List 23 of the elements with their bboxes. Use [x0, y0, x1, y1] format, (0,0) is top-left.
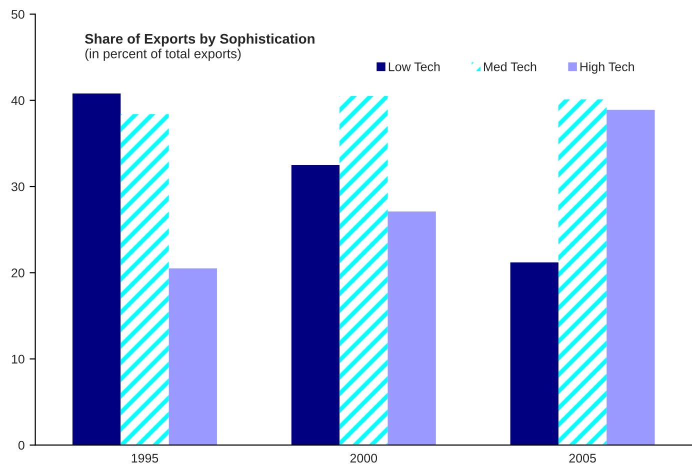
x-tick-label: 1995: [132, 454, 158, 463]
bar: [558, 99, 607, 446]
legend-label: High Tech: [580, 62, 634, 74]
x-tick-label: 2005: [569, 454, 596, 463]
y-tick-label: 0: [18, 440, 24, 450]
legend-label: Low Tech: [388, 62, 440, 72]
y-tick-label: 30: [11, 182, 24, 192]
x-tick-label: 2000: [350, 454, 378, 463]
bar: [510, 262, 558, 446]
bar: [120, 114, 169, 446]
legend-label: Med Tech: [484, 62, 536, 72]
bar: [168, 268, 217, 446]
bar: [606, 110, 655, 446]
y-tick-label: 50: [11, 10, 24, 19]
bar: [291, 164, 340, 446]
text: (in percent of total exports): [85, 48, 241, 61]
bar: [388, 212, 436, 446]
bar: [340, 96, 388, 446]
y-tick-label: 40: [11, 96, 24, 105]
y-tick-label: 20: [12, 268, 24, 278]
y-tick-label: 10: [12, 354, 24, 364]
text: Share of Exports by Sophistication: [84, 34, 314, 46]
bar: [72, 93, 121, 446]
